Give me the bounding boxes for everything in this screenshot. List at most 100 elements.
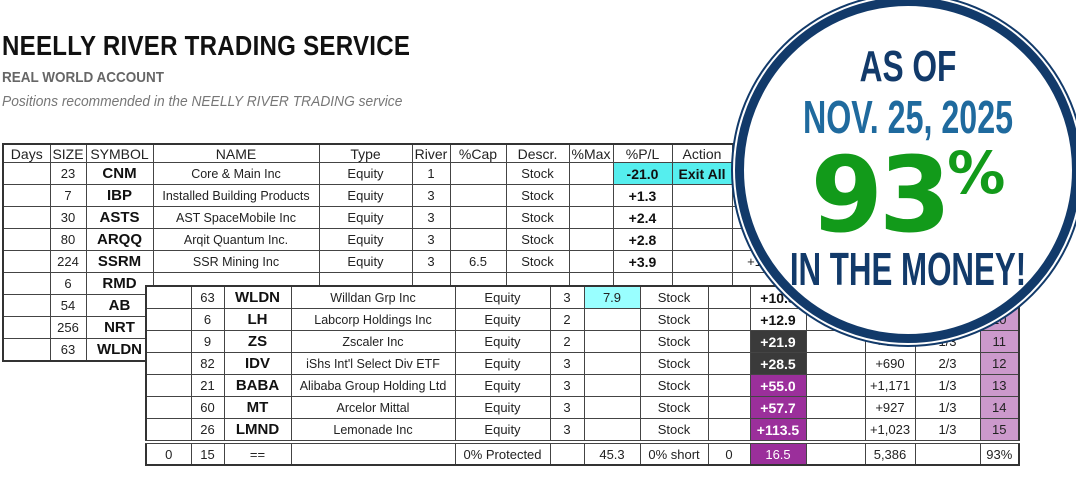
type-cell: Equity xyxy=(454,396,551,419)
name-cell: AST SpaceMobile Inc xyxy=(152,206,320,229)
gain-cell: +1,023 xyxy=(864,418,916,443)
col-river[interactable]: River xyxy=(411,143,451,163)
size-cell: 6 xyxy=(49,272,87,295)
days-cell xyxy=(2,184,51,207)
totals-row: 0 15 == 0% Protected 45.3 0% short 0 16.5 5,386 9… xyxy=(145,440,1020,466)
name-cell: Labcorp Holdings Inc xyxy=(290,308,456,331)
number-cell: 12 xyxy=(979,352,1020,375)
cap-cell xyxy=(583,418,641,443)
action-cell xyxy=(805,374,866,397)
max-cell xyxy=(707,330,751,353)
table-row[interactable]: 7 IBP Installed Building Products Equity 3 St… xyxy=(2,184,793,207)
river-cell: 3 xyxy=(549,352,585,375)
type-cell: Equity xyxy=(454,308,551,331)
total-empty-cell xyxy=(805,440,866,466)
river-cell: 2 xyxy=(549,330,585,353)
gain-cell: +690 xyxy=(864,352,916,375)
col-cap[interactable]: %Cap xyxy=(449,143,507,163)
col-symbol[interactable]: SYMBOL xyxy=(85,143,154,163)
type-cell: Equity xyxy=(318,206,413,229)
pl-cell: -21.0 xyxy=(612,162,673,185)
ratio-cell: 1/3 xyxy=(914,396,981,419)
total-cap-cell: 45.3 xyxy=(583,440,641,466)
table-row[interactable]: 26 LMND Lemonade Inc Equity 3 Stock +113.5 +1,0… xyxy=(145,418,1020,443)
days-cell xyxy=(145,308,192,331)
type-cell: Equity xyxy=(454,330,551,353)
river-cell: 3 xyxy=(549,374,585,397)
max-cell xyxy=(568,228,614,251)
symbol-cell: ARQQ xyxy=(85,228,154,251)
table-row[interactable]: 30 ASTS AST SpaceMobile Inc Equity 3 Stock +2.… xyxy=(2,206,793,229)
table-row[interactable]: 23 CNM Core & Main Inc Equity 1 Stock -21.0 Exi… xyxy=(2,162,793,185)
col-name[interactable]: NAME xyxy=(152,143,320,163)
size-cell: 7 xyxy=(49,184,87,207)
page-title: NEELLY RIVER TRADING SERVICE xyxy=(2,30,411,61)
name-cell: SSR Mining Inc xyxy=(152,250,320,273)
name-cell: Lemonade Inc xyxy=(290,418,456,443)
total-empty-cell xyxy=(914,440,981,466)
name-cell: iShs Int'l Select Div ETF xyxy=(290,352,456,375)
action-button xyxy=(671,250,733,273)
action-button[interactable]: Exit All xyxy=(671,162,733,185)
size-cell: 256 xyxy=(49,316,87,339)
table-row[interactable]: 82 IDV iShs Int'l Select Div ETF Equity 3 Sto… xyxy=(145,352,1020,375)
total-max-cell: 0 xyxy=(707,440,751,466)
days-cell xyxy=(2,162,51,185)
name-cell: Alibaba Group Holding Ltd xyxy=(290,374,456,397)
max-cell xyxy=(707,352,751,375)
descr-cell: Stock xyxy=(639,418,709,443)
cap-cell xyxy=(583,352,641,375)
size-cell: 54 xyxy=(49,294,87,317)
symbol-cell: SSRM xyxy=(85,250,154,273)
type-cell: Equity xyxy=(318,184,413,207)
name-cell: Installed Building Products xyxy=(152,184,320,207)
col-max[interactable]: %Max xyxy=(568,143,614,163)
descr-cell: Stock xyxy=(639,352,709,375)
account-subtitle: REAL WORLD ACCOUNT xyxy=(2,69,164,86)
col-size[interactable]: SIZE xyxy=(49,143,87,163)
col-descr[interactable]: Descr. xyxy=(505,143,570,163)
max-cell xyxy=(707,374,751,397)
cap-cell: 7.9 xyxy=(583,285,641,309)
action-button xyxy=(671,206,733,229)
descr-cell: Stock xyxy=(505,250,570,273)
pl-cell: +2.4 xyxy=(612,206,673,229)
days-cell xyxy=(145,352,192,375)
col-days[interactable]: Days xyxy=(2,143,51,163)
days-cell xyxy=(2,294,51,317)
table-row[interactable]: 60 MT Arcelor Mittal Equity 3 Stock +57.7 +927 1… xyxy=(145,396,1020,419)
max-cell xyxy=(568,250,614,273)
number-cell: 13 xyxy=(979,374,1020,397)
pl-cell: +28.5 xyxy=(749,352,807,375)
total-empty-cell xyxy=(290,440,456,466)
symbol-cell: RMD xyxy=(85,272,154,295)
days-cell xyxy=(2,272,51,295)
total-symbol-cell: == xyxy=(223,440,292,466)
cap-cell xyxy=(449,184,507,207)
page-description: Positions recommended in the NEELLY RIVE… xyxy=(2,93,403,110)
symbol-cell: LH xyxy=(223,308,292,331)
cap-cell xyxy=(583,396,641,419)
col-pl[interactable]: %P/L xyxy=(612,143,673,163)
river-cell: 3 xyxy=(411,184,451,207)
action-button xyxy=(671,184,733,207)
size-cell: 63 xyxy=(190,285,225,309)
pl-cell: +1.3 xyxy=(612,184,673,207)
pl-cell: +2.8 xyxy=(612,228,673,251)
table-row[interactable]: 224 SSRM SSR Mining Inc Equity 3 6.5 Stock +3.9… xyxy=(2,250,793,273)
total-short-cell: 0% short xyxy=(639,440,709,466)
table-row[interactable]: 21 BABA Alibaba Group Holding Ltd Equity 3 St… xyxy=(145,374,1020,397)
table-row[interactable]: 80 ARQQ Arqit Quantum Inc. Equity 3 Stock +2.8… xyxy=(2,228,793,251)
badge-unit: % xyxy=(947,139,1006,207)
col-action[interactable]: Action xyxy=(671,143,733,163)
size-cell: 82 xyxy=(190,352,225,375)
col-type[interactable]: Type xyxy=(318,143,413,163)
badge-percent: 93% xyxy=(744,134,1072,256)
cap-cell xyxy=(583,330,641,353)
cap-cell xyxy=(583,308,641,331)
descr-cell: Stock xyxy=(639,285,709,309)
gain-cell: +1,171 xyxy=(864,374,916,397)
descr-cell: Stock xyxy=(639,308,709,331)
size-cell: 9 xyxy=(190,330,225,353)
size-cell: 224 xyxy=(49,250,87,273)
